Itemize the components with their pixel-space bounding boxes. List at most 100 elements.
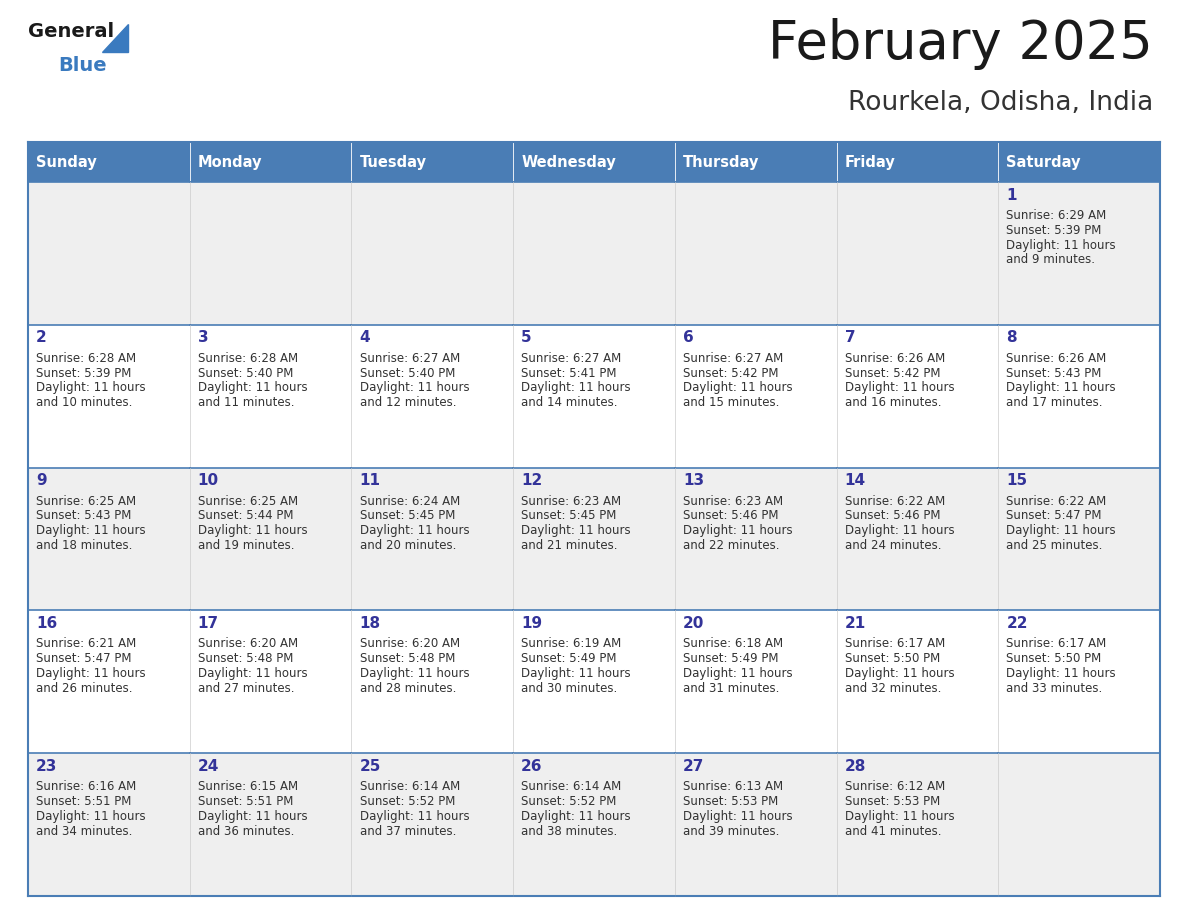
Text: and 11 minutes.: and 11 minutes. <box>197 397 295 409</box>
Text: and 19 minutes.: and 19 minutes. <box>197 539 295 552</box>
Text: Sunrise: 6:24 AM: Sunrise: 6:24 AM <box>360 495 460 508</box>
Text: Daylight: 11 hours: Daylight: 11 hours <box>683 381 792 395</box>
Text: Sunrise: 6:17 AM: Sunrise: 6:17 AM <box>845 637 944 650</box>
Text: Daylight: 11 hours: Daylight: 11 hours <box>845 524 954 537</box>
Text: 7: 7 <box>845 330 855 345</box>
Text: Sunrise: 6:23 AM: Sunrise: 6:23 AM <box>522 495 621 508</box>
Text: and 12 minutes.: and 12 minutes. <box>360 397 456 409</box>
Bar <box>513 325 675 467</box>
Text: 23: 23 <box>36 758 57 774</box>
Bar <box>998 142 1159 182</box>
Bar <box>29 142 190 182</box>
Text: and 38 minutes.: and 38 minutes. <box>522 824 618 837</box>
Text: Sunrise: 6:22 AM: Sunrise: 6:22 AM <box>845 495 944 508</box>
Bar <box>836 182 998 325</box>
Bar <box>836 753 998 896</box>
Text: Sunset: 5:50 PM: Sunset: 5:50 PM <box>1006 652 1101 666</box>
Bar <box>352 467 513 610</box>
Bar <box>836 325 998 467</box>
Text: Sunset: 5:52 PM: Sunset: 5:52 PM <box>522 795 617 808</box>
Text: Daylight: 11 hours: Daylight: 11 hours <box>1006 524 1116 537</box>
Text: 10: 10 <box>197 473 219 488</box>
Text: Sunrise: 6:17 AM: Sunrise: 6:17 AM <box>1006 637 1106 650</box>
Bar <box>836 142 998 182</box>
Text: and 28 minutes.: and 28 minutes. <box>360 682 456 695</box>
Text: Daylight: 11 hours: Daylight: 11 hours <box>197 381 308 395</box>
Text: Daylight: 11 hours: Daylight: 11 hours <box>36 810 146 823</box>
Text: Thursday: Thursday <box>683 154 759 170</box>
Text: Daylight: 11 hours: Daylight: 11 hours <box>36 381 146 395</box>
Text: 21: 21 <box>845 616 866 631</box>
Text: Rourkela, Odisha, India: Rourkela, Odisha, India <box>848 90 1154 116</box>
Text: Sunset: 5:49 PM: Sunset: 5:49 PM <box>683 652 778 666</box>
Bar <box>352 753 513 896</box>
Text: February 2025: February 2025 <box>769 18 1154 70</box>
Text: Sunrise: 6:13 AM: Sunrise: 6:13 AM <box>683 780 783 793</box>
Bar <box>352 610 513 753</box>
Text: and 15 minutes.: and 15 minutes. <box>683 397 779 409</box>
Text: and 39 minutes.: and 39 minutes. <box>683 824 779 837</box>
Text: Sunrise: 6:27 AM: Sunrise: 6:27 AM <box>683 352 783 364</box>
Text: and 18 minutes.: and 18 minutes. <box>36 539 132 552</box>
Text: Sunset: 5:43 PM: Sunset: 5:43 PM <box>1006 366 1101 380</box>
Text: 4: 4 <box>360 330 371 345</box>
Text: and 26 minutes.: and 26 minutes. <box>36 682 133 695</box>
Text: 15: 15 <box>1006 473 1028 488</box>
Text: 13: 13 <box>683 473 704 488</box>
Text: 27: 27 <box>683 758 704 774</box>
Bar <box>836 467 998 610</box>
Text: Sunset: 5:39 PM: Sunset: 5:39 PM <box>36 366 132 380</box>
Text: Sunset: 5:51 PM: Sunset: 5:51 PM <box>197 795 293 808</box>
Bar <box>513 467 675 610</box>
Text: Saturday: Saturday <box>1006 154 1081 170</box>
Bar <box>352 142 513 182</box>
Text: Sunrise: 6:20 AM: Sunrise: 6:20 AM <box>360 637 460 650</box>
Text: Daylight: 11 hours: Daylight: 11 hours <box>1006 667 1116 680</box>
Text: and 10 minutes.: and 10 minutes. <box>36 397 132 409</box>
Bar <box>513 182 675 325</box>
Text: 16: 16 <box>36 616 57 631</box>
Bar <box>998 467 1159 610</box>
Bar <box>998 610 1159 753</box>
Bar <box>998 753 1159 896</box>
Text: Sunset: 5:48 PM: Sunset: 5:48 PM <box>197 652 293 666</box>
Text: 22: 22 <box>1006 616 1028 631</box>
Bar <box>675 325 836 467</box>
Text: Sunrise: 6:15 AM: Sunrise: 6:15 AM <box>197 780 298 793</box>
Text: Sunrise: 6:25 AM: Sunrise: 6:25 AM <box>36 495 137 508</box>
Text: 17: 17 <box>197 616 219 631</box>
Text: and 22 minutes.: and 22 minutes. <box>683 539 779 552</box>
Text: 26: 26 <box>522 758 543 774</box>
Text: and 16 minutes.: and 16 minutes. <box>845 397 941 409</box>
Text: Sunrise: 6:21 AM: Sunrise: 6:21 AM <box>36 637 137 650</box>
Text: Sunrise: 6:20 AM: Sunrise: 6:20 AM <box>197 637 298 650</box>
Text: and 9 minutes.: and 9 minutes. <box>1006 253 1095 266</box>
Text: Sunrise: 6:29 AM: Sunrise: 6:29 AM <box>1006 209 1106 222</box>
Bar <box>29 182 190 325</box>
Text: 8: 8 <box>1006 330 1017 345</box>
Text: Sunset: 5:41 PM: Sunset: 5:41 PM <box>522 366 617 380</box>
Bar <box>190 467 352 610</box>
Text: and 36 minutes.: and 36 minutes. <box>197 824 295 837</box>
Text: and 30 minutes.: and 30 minutes. <box>522 682 618 695</box>
Text: Sunset: 5:45 PM: Sunset: 5:45 PM <box>522 509 617 522</box>
Text: 6: 6 <box>683 330 694 345</box>
Text: Sunset: 5:40 PM: Sunset: 5:40 PM <box>360 366 455 380</box>
Text: Sunrise: 6:23 AM: Sunrise: 6:23 AM <box>683 495 783 508</box>
Bar <box>352 325 513 467</box>
Bar <box>675 182 836 325</box>
Text: Sunset: 5:42 PM: Sunset: 5:42 PM <box>845 366 940 380</box>
Text: Daylight: 11 hours: Daylight: 11 hours <box>1006 239 1116 252</box>
Text: Sunset: 5:48 PM: Sunset: 5:48 PM <box>360 652 455 666</box>
Text: Sunrise: 6:14 AM: Sunrise: 6:14 AM <box>522 780 621 793</box>
Text: and 25 minutes.: and 25 minutes. <box>1006 539 1102 552</box>
Text: Daylight: 11 hours: Daylight: 11 hours <box>522 810 631 823</box>
Text: Sunset: 5:53 PM: Sunset: 5:53 PM <box>845 795 940 808</box>
Text: Sunset: 5:45 PM: Sunset: 5:45 PM <box>360 509 455 522</box>
Bar <box>29 753 190 896</box>
Bar <box>675 142 836 182</box>
Bar <box>190 325 352 467</box>
Text: Daylight: 11 hours: Daylight: 11 hours <box>360 524 469 537</box>
Text: and 14 minutes.: and 14 minutes. <box>522 397 618 409</box>
Text: Daylight: 11 hours: Daylight: 11 hours <box>522 667 631 680</box>
